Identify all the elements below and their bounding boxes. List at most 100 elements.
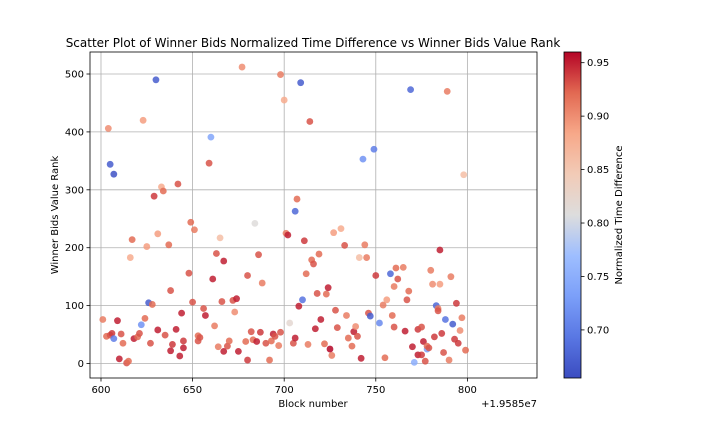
data-point	[220, 257, 228, 265]
data-point	[191, 226, 198, 234]
data-point	[326, 345, 334, 353]
y-tick-label: 100	[65, 301, 84, 312]
data-point	[180, 344, 187, 352]
data-point	[361, 241, 369, 249]
data-point	[462, 346, 469, 354]
x-axis-label: Block number	[278, 399, 348, 410]
data-point	[310, 260, 317, 268]
data-point	[390, 323, 398, 331]
data-point	[216, 234, 224, 242]
data-point	[148, 301, 156, 308]
data-point	[172, 325, 180, 333]
data-point	[293, 195, 301, 203]
data-point	[220, 347, 228, 355]
data-point	[407, 86, 414, 94]
data-point	[205, 159, 213, 167]
data-point	[167, 347, 175, 355]
data-point	[311, 325, 319, 333]
data-point	[218, 298, 226, 305]
data-point	[169, 341, 176, 348]
data-point	[434, 307, 442, 315]
data-point	[456, 327, 464, 334]
data-point	[159, 187, 167, 195]
data-point	[370, 145, 378, 153]
data-point	[460, 171, 468, 179]
data-point	[295, 302, 303, 310]
data-point	[405, 287, 413, 295]
x-tick-label: 750	[366, 385, 385, 396]
y-tick-label: 0	[78, 359, 84, 370]
data-point	[176, 352, 184, 360]
colorbar-tick-label: 0.85	[587, 165, 609, 176]
colorbar	[563, 51, 582, 379]
data-point	[445, 356, 453, 364]
data-point	[106, 160, 114, 168]
data-point	[187, 218, 195, 226]
data-point	[244, 272, 251, 279]
data-point	[454, 339, 462, 347]
data-point	[277, 71, 284, 78]
data-point	[214, 343, 222, 351]
x-tick-label: 700	[275, 385, 294, 396]
data-point	[442, 316, 449, 323]
data-point	[108, 330, 116, 337]
data-point	[234, 347, 242, 355]
data-point	[359, 155, 367, 163]
data-point	[409, 343, 416, 351]
data-point	[403, 296, 411, 304]
data-point	[196, 334, 204, 341]
plot-area-frame	[89, 51, 538, 379]
data-point	[152, 76, 160, 84]
data-point	[355, 254, 363, 261]
data-point	[147, 339, 154, 347]
data-point	[207, 133, 215, 141]
data-point	[452, 299, 460, 307]
data-point	[300, 237, 308, 245]
data-point	[376, 319, 383, 327]
data-point	[284, 231, 292, 239]
data-point	[291, 334, 299, 342]
data-point	[180, 337, 187, 345]
data-point	[223, 342, 231, 350]
data-point	[161, 331, 169, 339]
data-point	[394, 275, 402, 283]
y-tick-label: 500	[65, 70, 84, 81]
data-point	[330, 229, 338, 237]
data-points	[99, 63, 469, 367]
colorbar-label: Normalized Time Difference	[614, 145, 625, 284]
data-point	[443, 87, 451, 95]
data-point	[418, 323, 425, 331]
data-point	[390, 283, 398, 290]
data-point	[209, 275, 217, 283]
data-point	[458, 314, 466, 322]
data-point	[440, 349, 447, 356]
y-tick-label: 300	[65, 185, 84, 196]
data-point	[322, 290, 330, 298]
data-point	[429, 280, 436, 288]
data-point	[363, 254, 371, 261]
colorbar-tick-label: 0.80	[587, 219, 609, 230]
x-tick-label: 800	[458, 385, 477, 396]
data-point	[381, 354, 389, 362]
data-point	[392, 264, 400, 272]
y-tick-label: 400	[65, 127, 84, 138]
colorbar-tick-label: 0.70	[587, 325, 609, 336]
data-point	[114, 317, 121, 325]
data-point	[271, 332, 279, 340]
data-point	[231, 308, 239, 316]
data-point	[352, 323, 360, 330]
data-point	[383, 296, 391, 304]
data-point	[333, 324, 341, 332]
data-point	[372, 272, 380, 279]
data-point	[388, 312, 396, 319]
data-point	[266, 356, 273, 364]
data-point	[344, 334, 352, 342]
data-point	[256, 328, 264, 336]
data-point	[286, 319, 294, 327]
data-point	[167, 287, 175, 294]
data-point	[343, 312, 350, 319]
data-point	[165, 241, 173, 249]
data-point	[242, 338, 250, 345]
data-point	[399, 264, 407, 271]
